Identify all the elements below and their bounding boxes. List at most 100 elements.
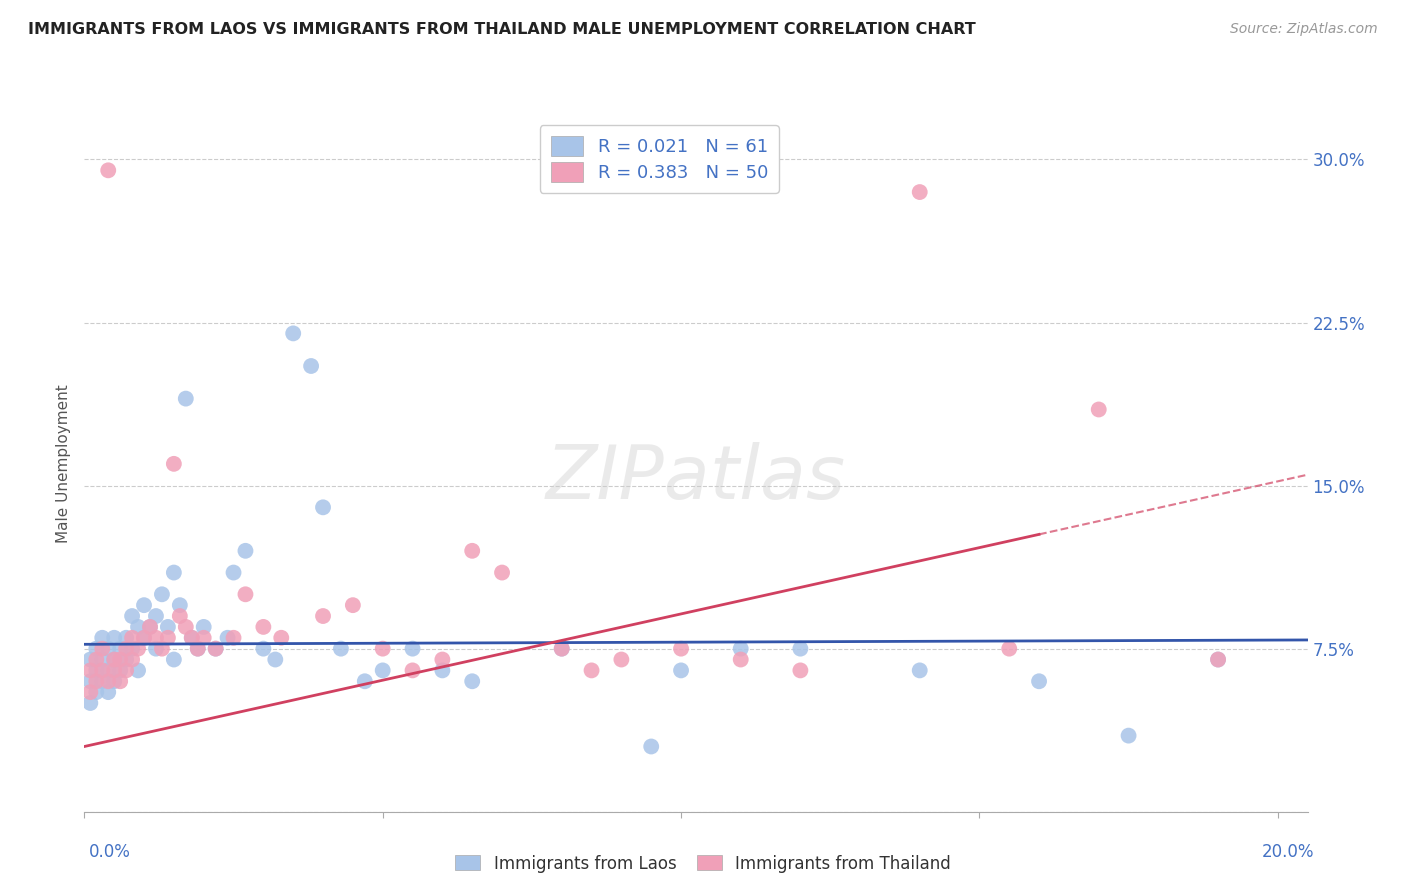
Point [84,652,107,666]
Point [217,631,239,645]
Point [187,641,209,656]
Point [97,685,120,699]
Point [121,609,143,624]
Point [610,652,633,666]
Point [84,674,107,689]
Point [312,500,335,515]
Point [353,674,375,689]
Point [121,652,143,666]
Point [91,674,114,689]
Point [132,631,155,645]
Point [204,641,226,656]
Point [252,641,274,656]
Point [669,641,692,656]
Point [789,664,811,678]
Point [97,674,120,689]
Point [998,641,1021,656]
Text: Source: ZipAtlas.com: Source: ZipAtlas.com [1230,22,1378,37]
Legend: Immigrants from Laos, Immigrants from Thailand: Immigrants from Laos, Immigrants from Th… [449,848,957,880]
Point [145,641,167,656]
Point [193,631,215,645]
Point [150,587,173,601]
Point [235,544,257,558]
Point [461,674,484,689]
Point [121,641,143,656]
Point [103,652,125,666]
Point [163,457,186,471]
Point [91,664,114,678]
Point [79,652,101,666]
Point [156,631,179,645]
Point [1028,674,1050,689]
Point [174,620,197,634]
Point [342,598,364,612]
Point [283,326,305,341]
Point [79,674,101,689]
Point [108,641,131,656]
Point [329,641,352,656]
Point [908,664,931,678]
Point [127,620,149,634]
Point [312,609,335,624]
Point [91,631,114,645]
Point [103,631,125,645]
Point [669,664,692,678]
Point [169,609,191,624]
Point [640,739,662,754]
Point [789,641,811,656]
Point [193,620,215,634]
Point [371,664,394,678]
Point [91,652,114,666]
Point [91,641,114,656]
Point [103,652,125,666]
Point [252,620,274,634]
Point [204,641,226,656]
Point [79,685,101,699]
Point [97,641,120,656]
Point [551,641,574,656]
Point [84,664,107,678]
Point [108,652,131,666]
Point [97,664,120,678]
Point [1206,652,1229,666]
Text: IMMIGRANTS FROM LAOS VS IMMIGRANTS FROM THAILAND MALE UNEMPLOYMENT CORRELATION C: IMMIGRANTS FROM LAOS VS IMMIGRANTS FROM … [28,22,976,37]
Point [908,185,931,199]
Point [127,641,149,656]
Point [401,641,423,656]
Point [115,664,138,678]
Point [163,652,186,666]
Point [222,566,245,580]
Point [79,696,101,710]
Point [174,392,197,406]
Point [187,641,209,656]
Point [84,641,107,656]
Point [163,566,186,580]
Point [156,620,179,634]
Point [150,641,173,656]
Text: 20.0%: 20.0% [1263,843,1315,861]
Point [730,652,752,666]
Point [432,652,454,666]
Point [97,163,120,178]
Point [235,587,257,601]
Point [132,631,155,645]
Point [461,544,484,558]
Point [401,664,423,678]
Point [139,620,162,634]
Point [132,598,155,612]
Point [371,641,394,656]
Point [103,664,125,678]
Point [180,631,202,645]
Point [115,631,138,645]
Point [169,598,191,612]
Point [108,674,131,689]
Point [127,664,149,678]
Point [115,652,138,666]
Point [222,631,245,645]
Point [491,566,513,580]
Point [432,664,454,678]
Point [1087,402,1109,417]
Point [180,631,202,645]
Point [581,664,603,678]
Legend: R = 0.021   N = 61, R = 0.383   N = 50: R = 0.021 N = 61, R = 0.383 N = 50 [540,125,779,193]
